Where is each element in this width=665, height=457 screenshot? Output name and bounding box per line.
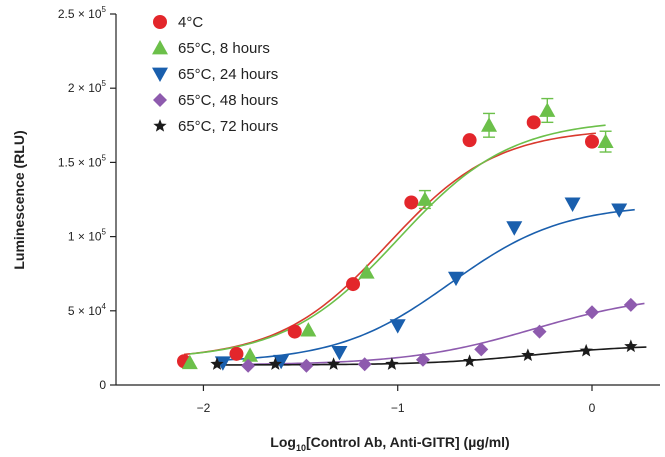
fit-curve-series-4 [248, 302, 645, 366]
data-point [564, 197, 581, 212]
y-tick-label-base: 1.5 × 10 [58, 155, 102, 169]
x-tick-label: 0 [589, 401, 596, 415]
data-point [539, 102, 556, 117]
legend-label: 65°C, 48 hours [178, 92, 278, 109]
fit-curve-series-1 [183, 132, 596, 356]
legend-marker [152, 67, 168, 82]
data-point [585, 305, 599, 320]
data-point [623, 297, 638, 312]
y-tick-label: 5 × 104 [68, 302, 107, 318]
data-point [462, 354, 477, 367]
data-point [597, 133, 614, 149]
series-5-markers [210, 339, 638, 370]
data-point [214, 356, 231, 371]
y-tick-label-exponent: 5 [102, 79, 107, 88]
data-point [326, 357, 341, 370]
legend-item: 65°C, 8 hours [152, 40, 270, 57]
legend-label: 4°C [178, 14, 203, 31]
data-markers [177, 97, 638, 373]
x-tick-label: −2 [197, 401, 211, 415]
data-point [358, 264, 375, 279]
legend-label: 65°C, 8 hours [178, 40, 270, 57]
x-axis-title-prefix: Log [270, 434, 296, 450]
data-point [210, 357, 224, 370]
data-point [474, 342, 489, 357]
series-3-markers [214, 197, 628, 371]
x-axis-title-subscript: 10 [296, 443, 306, 453]
y-tick-label-base: 1 × 10 [68, 230, 102, 244]
legend-item: 65°C, 24 hours [152, 66, 278, 83]
x-ticks: −2 −1 0 [197, 385, 596, 415]
data-point [229, 346, 244, 361]
y-tick-label-base: 5 × 10 [68, 304, 102, 318]
legend-item: 65°C, 48 hours [153, 92, 278, 109]
y-tick-label: 2.5 × 105 [58, 5, 107, 21]
data-point [611, 203, 628, 218]
legend-label: 65°C, 24 hours [178, 66, 278, 83]
series-2-markers [181, 97, 614, 370]
fit-curve-series-2 [189, 124, 606, 355]
series-4-markers [241, 297, 638, 373]
data-point [415, 352, 430, 367]
data-point [357, 357, 372, 372]
data-point [404, 195, 419, 210]
legend-marker [153, 15, 167, 29]
legend-item: 4°C [153, 14, 203, 31]
data-point [346, 277, 361, 292]
data-point [287, 324, 302, 339]
data-point [481, 117, 498, 132]
data-point [521, 348, 535, 361]
y-axis-title: Luminescence (RLU) [11, 130, 27, 269]
fit-curve-series-3 [222, 208, 635, 361]
y-tick-label-exponent: 5 [102, 153, 107, 162]
data-point [624, 339, 638, 353]
legend-item: 65°C, 72 hours [153, 118, 278, 135]
x-axis-title-rest: [Control Ab, Anti-GITR] (µg/ml) [306, 434, 510, 450]
y-tick-label-exponent: 5 [102, 5, 107, 14]
legend-marker [153, 119, 167, 132]
data-point [579, 343, 593, 357]
data-point [181, 354, 198, 370]
y-tick-label-exponent: 5 [102, 228, 107, 237]
y-tick-label-base: 2 × 10 [68, 81, 102, 95]
y-tick-label: 0 [99, 378, 106, 392]
data-point [299, 358, 314, 373]
x-tick-label: −1 [391, 401, 405, 415]
data-point [385, 357, 399, 370]
legend-marker [153, 93, 167, 107]
fit-curve-series-5 [217, 346, 647, 366]
data-point [389, 319, 406, 334]
y-tick-label: 1 × 105 [68, 228, 107, 244]
data-point [416, 191, 433, 206]
series-1-markers [177, 115, 599, 369]
y-tick-label: 2 × 105 [68, 79, 107, 95]
data-point [526, 115, 541, 130]
data-point [331, 345, 348, 361]
data-point [241, 358, 256, 373]
data-point [532, 324, 547, 339]
data-point [300, 322, 317, 337]
data-point [268, 357, 282, 370]
data-point [462, 133, 477, 148]
legend: 4°C 65°C, 8 hours 65°C, 24 hours 65°C, 48 h… [152, 14, 278, 135]
data-point [242, 347, 259, 362]
data-point [506, 221, 523, 236]
legend-label: 65°C, 72 hours [178, 118, 278, 135]
data-point [585, 134, 599, 149]
y-tick-label-exponent: 4 [102, 302, 107, 311]
fit-curves [183, 124, 647, 366]
data-point [448, 271, 464, 287]
x-axis-title: Log10[Control Ab, Anti-GITR] (µg/ml) [270, 434, 509, 453]
y-tick-label-base: 0 [99, 378, 106, 392]
y-tick-label-base: 2.5 × 10 [58, 7, 102, 21]
legend-marker [152, 40, 168, 55]
y-tick-label: 1.5 × 105 [58, 153, 107, 169]
